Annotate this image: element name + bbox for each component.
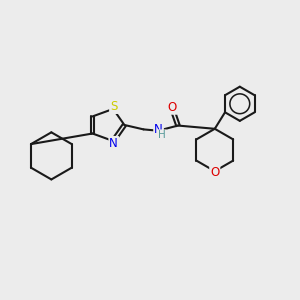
Text: O: O <box>167 101 177 114</box>
Text: H: H <box>158 130 166 140</box>
Text: O: O <box>210 166 219 179</box>
Text: N: N <box>154 123 163 136</box>
Text: S: S <box>110 100 117 113</box>
Text: N: N <box>110 137 118 150</box>
